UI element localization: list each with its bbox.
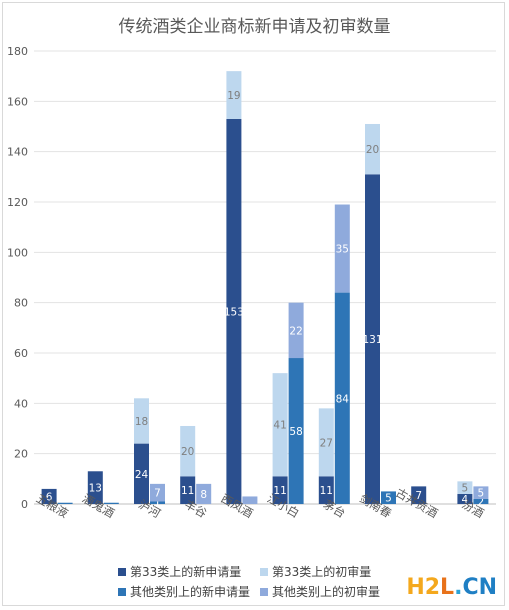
data-label: 5 <box>478 488 485 500</box>
data-label: 8 <box>200 489 207 501</box>
legend-label: 其他类别上的初审量 <box>272 585 381 599</box>
bar-segment <box>87 471 103 504</box>
bar-segment <box>226 118 242 504</box>
legend-swatch <box>118 567 126 576</box>
bar-segment <box>242 496 258 504</box>
y-tick-label: 120 <box>7 196 28 209</box>
legend-item-other-prelim: 其他类别上的初审量 <box>260 583 380 600</box>
data-label: 58 <box>289 426 302 438</box>
bar-segment <box>334 292 350 504</box>
bar-segment <box>150 483 165 502</box>
data-label: 22 <box>289 325 302 337</box>
watermark-logo: H2L.CN <box>406 575 497 600</box>
y-tick-label: 20 <box>14 448 28 461</box>
y-tick-label: 0 <box>21 498 28 511</box>
data-label: 4 <box>462 494 469 506</box>
bar-segment <box>103 502 119 504</box>
legend-item-class33-prelim: 第33类上的初审量 <box>260 563 371 580</box>
legend-swatch <box>260 587 268 596</box>
legend-item-other-new: 其他类别上的新申请量 <box>118 583 250 600</box>
y-tick-label: 60 <box>14 347 28 360</box>
bar-segment <box>150 501 165 504</box>
data-label: 13 <box>89 483 102 495</box>
y-tick-label: 40 <box>14 397 28 410</box>
bar-segment <box>318 408 334 477</box>
bar-segment <box>381 491 396 504</box>
bar-segment <box>196 483 212 504</box>
data-label: 20 <box>181 446 194 458</box>
y-tick-label: 80 <box>14 297 28 310</box>
data-label: 20 <box>366 144 379 156</box>
data-label: 84 <box>336 393 350 405</box>
y-tick-label: 140 <box>7 146 28 159</box>
legend-label: 其他类别上的新申请量 <box>130 585 251 599</box>
data-label: 153 <box>224 306 244 318</box>
bar-segment <box>180 476 196 504</box>
data-label: 24 <box>135 469 149 481</box>
bar-segment <box>473 486 489 499</box>
watermark-part: . <box>454 575 463 600</box>
legend-swatch <box>118 587 126 596</box>
bar-segment <box>288 302 304 359</box>
y-tick-label: 160 <box>7 95 28 108</box>
chart-plot: 0204060801001201401601806五粮液13酒鬼酒241817泸… <box>7 45 496 521</box>
watermark-part: L <box>440 575 455 600</box>
bar-segment <box>318 476 334 504</box>
bar-segment <box>411 486 427 504</box>
bar-segment <box>134 443 149 504</box>
data-label: 11 <box>181 485 194 497</box>
y-tick-label: 180 <box>7 45 28 58</box>
y-tick-label: 100 <box>7 246 28 259</box>
data-label: 131 <box>362 334 382 346</box>
legend-item-class33-new: 第33类上的新申请量 <box>118 563 241 580</box>
bar-segment <box>134 398 149 444</box>
data-label: 7 <box>415 490 422 502</box>
data-label: 7 <box>154 488 161 500</box>
data-label: 11 <box>273 485 286 497</box>
bar-segment <box>457 493 473 504</box>
data-label: 18 <box>135 416 148 428</box>
bar-segment <box>457 481 473 494</box>
data-label: 41 <box>273 420 286 432</box>
bar-segment <box>41 488 57 504</box>
watermark-part: H2 <box>406 575 441 600</box>
bar-segment <box>365 123 380 175</box>
data-label: 19 <box>227 90 240 102</box>
legend-swatch <box>260 567 268 576</box>
bar-segment <box>473 498 489 504</box>
bar-segment <box>288 358 304 504</box>
chart-frame <box>2 2 505 606</box>
legend-label: 第33类上的初审量 <box>272 565 372 579</box>
bar-segment <box>272 373 288 477</box>
bar-segment <box>226 71 242 119</box>
data-label: 5 <box>462 483 469 495</box>
bar-segment <box>180 425 196 477</box>
data-label: 6 <box>46 491 53 503</box>
data-label: 5 <box>385 493 392 505</box>
legend-label: 第33类上的新申请量 <box>130 565 242 579</box>
watermark-part: CN <box>462 575 497 600</box>
chart-title: 传统酒类企业商标新申请及初审数量 <box>118 17 391 37</box>
data-label: 35 <box>336 244 349 256</box>
data-label: 1 <box>154 498 161 510</box>
data-label: 11 <box>320 485 333 497</box>
bar-segment <box>57 502 73 504</box>
bar-segment <box>272 476 288 504</box>
bar-segment <box>334 204 350 293</box>
bar-segment <box>365 174 380 505</box>
data-label: 2 <box>478 496 485 508</box>
data-label: 27 <box>320 437 333 449</box>
